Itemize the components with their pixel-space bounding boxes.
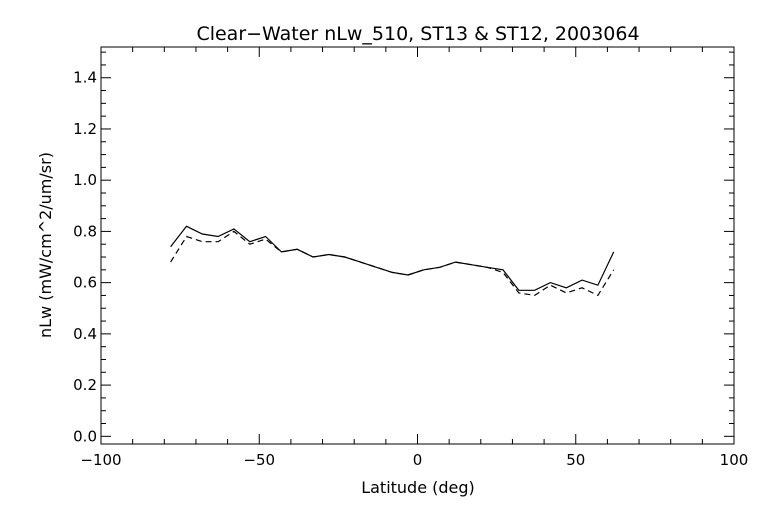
- x-tick-label: 100: [720, 451, 749, 469]
- y-axis: 0.0 0.2 0.4 0.6 0.8 1.0 1.2 1.4: [73, 51, 734, 445]
- y-tick-label: 0.4: [73, 325, 97, 343]
- y-tick-label: 0.2: [73, 376, 97, 394]
- series-line-solid: [170, 225, 615, 291]
- x-axis-label: Latitude (deg): [361, 478, 475, 497]
- x-axis: −100 −50 0 50 100: [80, 47, 748, 469]
- y-tick-label: 1.0: [73, 171, 97, 189]
- x-tick-label: 50: [566, 451, 585, 469]
- y-tick-label: 0.0: [73, 427, 97, 445]
- y-axis-label: nLw (mW/cm^2/um/sr): [36, 152, 55, 338]
- x-tick-label: −100: [80, 451, 121, 469]
- series-layer: [170, 225, 615, 297]
- series-line-dashed: [170, 230, 615, 297]
- y-tick-label: 1.4: [73, 69, 97, 87]
- x-tick-label: −50: [243, 451, 275, 469]
- y-tick-label: 1.2: [73, 120, 97, 138]
- plot-frame: [100, 46, 735, 445]
- chart-title: Clear−Water nLw_510, ST13 & ST12, 200306…: [196, 23, 639, 45]
- x-tick-label: 0: [413, 451, 423, 469]
- y-tick-label: 0.8: [73, 222, 97, 240]
- y-tick-label: 0.6: [73, 274, 97, 292]
